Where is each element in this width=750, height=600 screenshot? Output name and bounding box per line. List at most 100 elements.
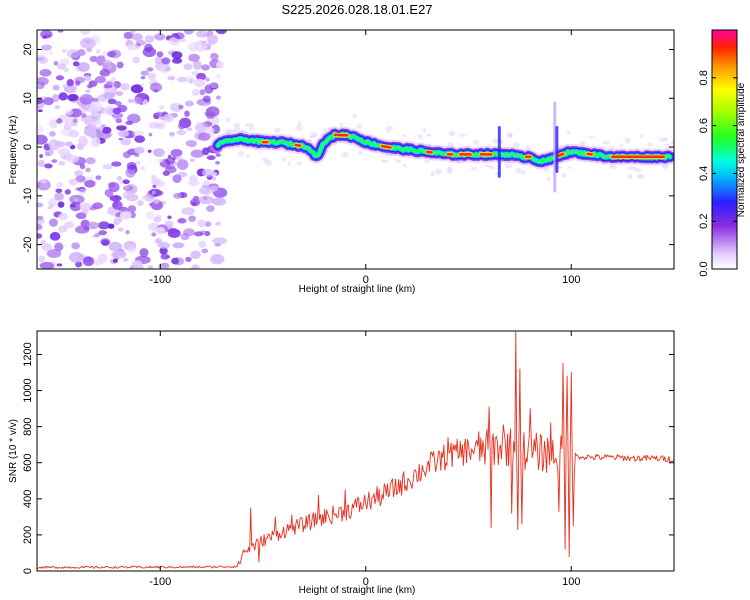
noise-blob xyxy=(435,168,442,175)
noise-blob xyxy=(145,211,156,220)
noise-blob xyxy=(215,30,228,35)
noise-blob xyxy=(176,129,187,136)
noise-blob xyxy=(116,61,124,69)
noise-blob xyxy=(86,176,94,181)
noise-blob xyxy=(115,101,122,107)
noise-blob xyxy=(167,228,181,238)
noise-blob xyxy=(74,170,84,177)
noise-blob xyxy=(207,34,218,45)
noise-blob xyxy=(63,221,75,229)
snr-series-line xyxy=(37,331,674,569)
noise-blob xyxy=(173,192,183,199)
noise-blob xyxy=(447,142,454,148)
noise-blob xyxy=(79,93,94,105)
noise-blob xyxy=(96,49,101,54)
noise-blob xyxy=(110,252,118,258)
noise-blob xyxy=(636,173,645,179)
noise-blob xyxy=(192,60,202,70)
noise-blob xyxy=(200,134,209,141)
spectrogram-frame xyxy=(36,29,675,270)
noise-blob xyxy=(129,30,136,34)
noise-blob xyxy=(624,137,631,144)
snr-x-tick-label: -100 xyxy=(149,576,171,588)
noise-blob xyxy=(163,113,175,123)
noise-blob xyxy=(84,103,97,113)
noise-blob xyxy=(70,203,77,208)
noise-blob xyxy=(191,201,197,206)
noise-blob xyxy=(48,139,61,151)
noise-blob xyxy=(38,255,46,263)
noise-blob xyxy=(157,158,164,163)
noise-blob xyxy=(131,260,143,269)
spectrogram-y-tick-label: -10 xyxy=(22,188,34,204)
noise-blob xyxy=(58,161,66,166)
noise-blob xyxy=(388,153,393,157)
spectrogram-x-tick-label: -100 xyxy=(149,274,171,286)
noise-blob xyxy=(176,159,189,170)
noise-blob xyxy=(85,167,91,173)
noise-blob xyxy=(339,122,343,128)
noise-blob xyxy=(634,168,642,172)
noise-blob xyxy=(99,69,111,77)
noise-blob xyxy=(39,261,55,269)
spectrogram-x-tick-label: 0 xyxy=(363,274,369,286)
noise-blob xyxy=(122,257,129,262)
snr-y-tick-label: 600 xyxy=(22,454,34,472)
noise-blob xyxy=(426,143,432,148)
noise-blob xyxy=(81,112,87,118)
noise-blob xyxy=(544,165,550,172)
noise-blob xyxy=(89,55,98,63)
noise-blob xyxy=(169,102,183,112)
noise-blob xyxy=(44,163,53,169)
noise-blob xyxy=(281,157,286,162)
noise-blob xyxy=(178,122,186,130)
noise-blob xyxy=(160,253,170,260)
noise-blob xyxy=(189,158,195,162)
noise-blob xyxy=(101,126,112,134)
noise-blob xyxy=(126,43,141,51)
snr-y-tick-label: 1000 xyxy=(22,378,34,402)
noise-blob xyxy=(98,230,107,236)
noise-blob xyxy=(125,120,134,126)
noise-blob xyxy=(42,35,48,39)
noise-blob xyxy=(520,170,526,175)
noise-blob xyxy=(156,51,164,58)
noise-blob xyxy=(141,196,147,200)
noise-blob xyxy=(190,250,201,259)
noise-blob xyxy=(117,227,124,232)
noise-blob xyxy=(85,157,96,165)
noise-blob xyxy=(40,240,46,245)
noise-blob xyxy=(234,123,241,128)
noise-blob xyxy=(170,149,183,157)
noise-blob xyxy=(122,191,133,199)
noise-blob xyxy=(202,95,211,103)
noise-blob xyxy=(664,143,670,146)
noise-blob xyxy=(459,133,466,137)
spectrogram-noise-blobs xyxy=(37,30,674,269)
noise-blob xyxy=(140,70,149,76)
noise-blob xyxy=(84,75,92,82)
noise-blob xyxy=(49,231,61,241)
noise-blob xyxy=(37,223,43,231)
noise-blob xyxy=(188,215,197,222)
noise-blob xyxy=(58,225,68,233)
noise-blob xyxy=(199,89,206,96)
noise-blob xyxy=(161,200,167,205)
noise-blob xyxy=(103,59,113,66)
noise-blob xyxy=(212,254,222,263)
colorbar-label: Normalized spectral amplitude xyxy=(736,82,747,217)
noise-blob xyxy=(58,92,68,101)
noise-blob xyxy=(151,232,157,237)
noise-blob xyxy=(106,190,114,198)
noise-blob xyxy=(152,184,157,189)
noise-blob xyxy=(116,125,127,131)
noise-blob xyxy=(216,95,221,100)
noise-blob xyxy=(215,74,221,79)
noise-blob xyxy=(135,160,141,165)
noise-blob xyxy=(78,188,87,195)
noise-blob xyxy=(264,159,272,166)
ridge-hot-red xyxy=(380,144,392,149)
noise-blob xyxy=(46,248,62,258)
noise-blob xyxy=(106,81,113,86)
